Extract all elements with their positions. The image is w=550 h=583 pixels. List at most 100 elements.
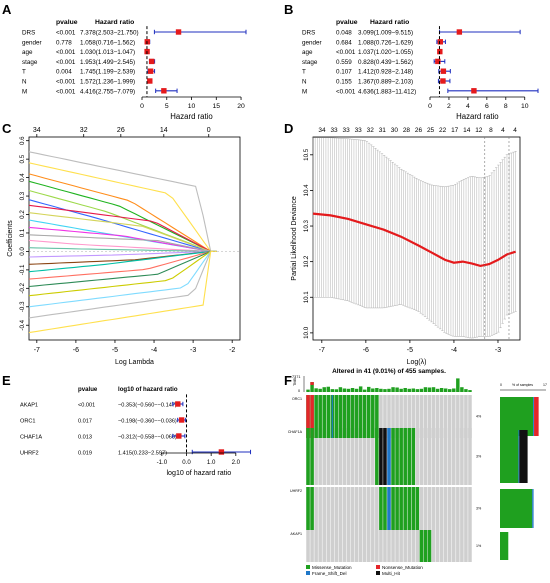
row-pvalue: 0.019 [78,451,92,457]
sample-cell [318,428,322,485]
y-tick-label: 0.2 [19,210,26,219]
row-pvalue: 0.017 [78,419,92,425]
gene-freq-bar [519,430,528,483]
sample-cell [460,530,464,562]
gene-freq-bar [500,430,519,483]
sample-cell [399,395,403,438]
gene-label: AKAP1 [290,532,302,536]
row-label: gender [22,39,42,46]
sample-cell [338,428,343,485]
x-tick-label: 2.0 [232,459,241,466]
mutation-cell [358,395,363,438]
tmb-bar [379,388,383,392]
sample-cell [468,395,472,438]
sample-cell [415,428,420,485]
sample-cell [419,428,424,485]
row-hr-text: 0.828(0.439−1.562) [358,59,413,66]
mutation-cell [375,395,379,438]
sample-cell [447,487,452,530]
hr-header: log10 of hazard ratio [118,386,178,393]
legend-swatch [306,565,310,569]
tmb-bar [391,387,395,392]
tmb-bar [407,388,411,392]
sample-cell [334,530,339,562]
tmb-bar [423,387,428,392]
coefficient-path [28,180,217,252]
y-tick-label: 10.5 [303,148,310,161]
mutation-cell [403,428,407,485]
row-label: DRS [22,30,35,37]
sample-cell [322,428,326,485]
x-tick-label: -7 [34,347,40,354]
x-tick-label: -3 [190,347,196,354]
mutation-cell [346,395,351,438]
sample-cell [342,428,347,485]
sample-cell [379,530,383,562]
mutation-cell [423,530,428,562]
row-hr-text: 1.030(1.013−1.047) [80,49,135,56]
sample-cell [350,487,355,530]
hr-point [456,29,463,35]
y-axis-label: Coefficients [7,220,14,257]
gene-percent: 3% [476,455,482,459]
sample-cell [366,530,371,562]
sample-cell [358,487,363,530]
sample-cell [362,428,367,485]
tmb-bar [350,388,355,392]
tmb-bar [443,388,448,392]
x-tick-label: -2 [229,347,235,354]
sample-cell [452,428,456,485]
top-count-label: 34 [318,127,326,134]
top-count-label: 22 [439,127,447,134]
gene-percent: 1% [476,544,482,548]
mutation-cell [310,428,314,485]
sample-cell [395,395,399,438]
tmb-bar [448,389,452,392]
y-tick-label: 0.5 [19,154,26,163]
row-label: M [22,88,27,95]
row-label: T [302,69,306,76]
sample-cell [326,530,331,562]
mutation-cell [371,395,375,438]
tmb-bar [306,389,310,392]
y-tick-label: 10.0 [303,326,310,339]
mutation-cell [403,487,407,530]
coefficient-path [28,173,217,252]
tmb-bar [464,389,468,392]
sample-cell [383,395,387,438]
x-axis-label: Log(λ) [407,359,427,366]
sample-cell [310,530,314,562]
sample-cell [330,487,335,530]
tmb-bar [375,388,379,392]
pvalue-header: pvalue [336,19,358,26]
mutation-cell [379,428,383,485]
coefficient-path [28,212,217,252]
sample-cell [456,428,460,485]
sample-cell [350,428,355,485]
sample-cell [460,487,464,530]
sample-cell [395,530,399,562]
sample-cell [452,395,456,438]
sample-cell [423,487,428,530]
sample-cell [423,428,428,485]
sample-cell [354,487,359,530]
panel-letter-b: B [284,2,293,17]
sample-cell [439,487,444,530]
gene-label: UHRF2 [290,489,302,493]
top-tick-label: 32 [80,127,88,134]
coefficient-path [28,151,217,252]
pvalue-header: pvalue [78,386,98,393]
x-tick-label: 0 [140,103,144,110]
x-axis-label: log10 of hazard ratio [166,469,231,477]
gene-label: ORC1 [292,397,302,401]
x-tick-label: -5 [407,347,413,354]
tmb-axis-top: 7371 [292,375,300,379]
sample-cell [334,487,339,530]
sample-cell [447,530,452,562]
row-label: UHRF2 [20,451,39,457]
hr-point [218,449,225,455]
sample-cell [375,530,379,562]
sample-cell [468,428,472,485]
legend-label: Missense_Mutation [312,565,352,570]
